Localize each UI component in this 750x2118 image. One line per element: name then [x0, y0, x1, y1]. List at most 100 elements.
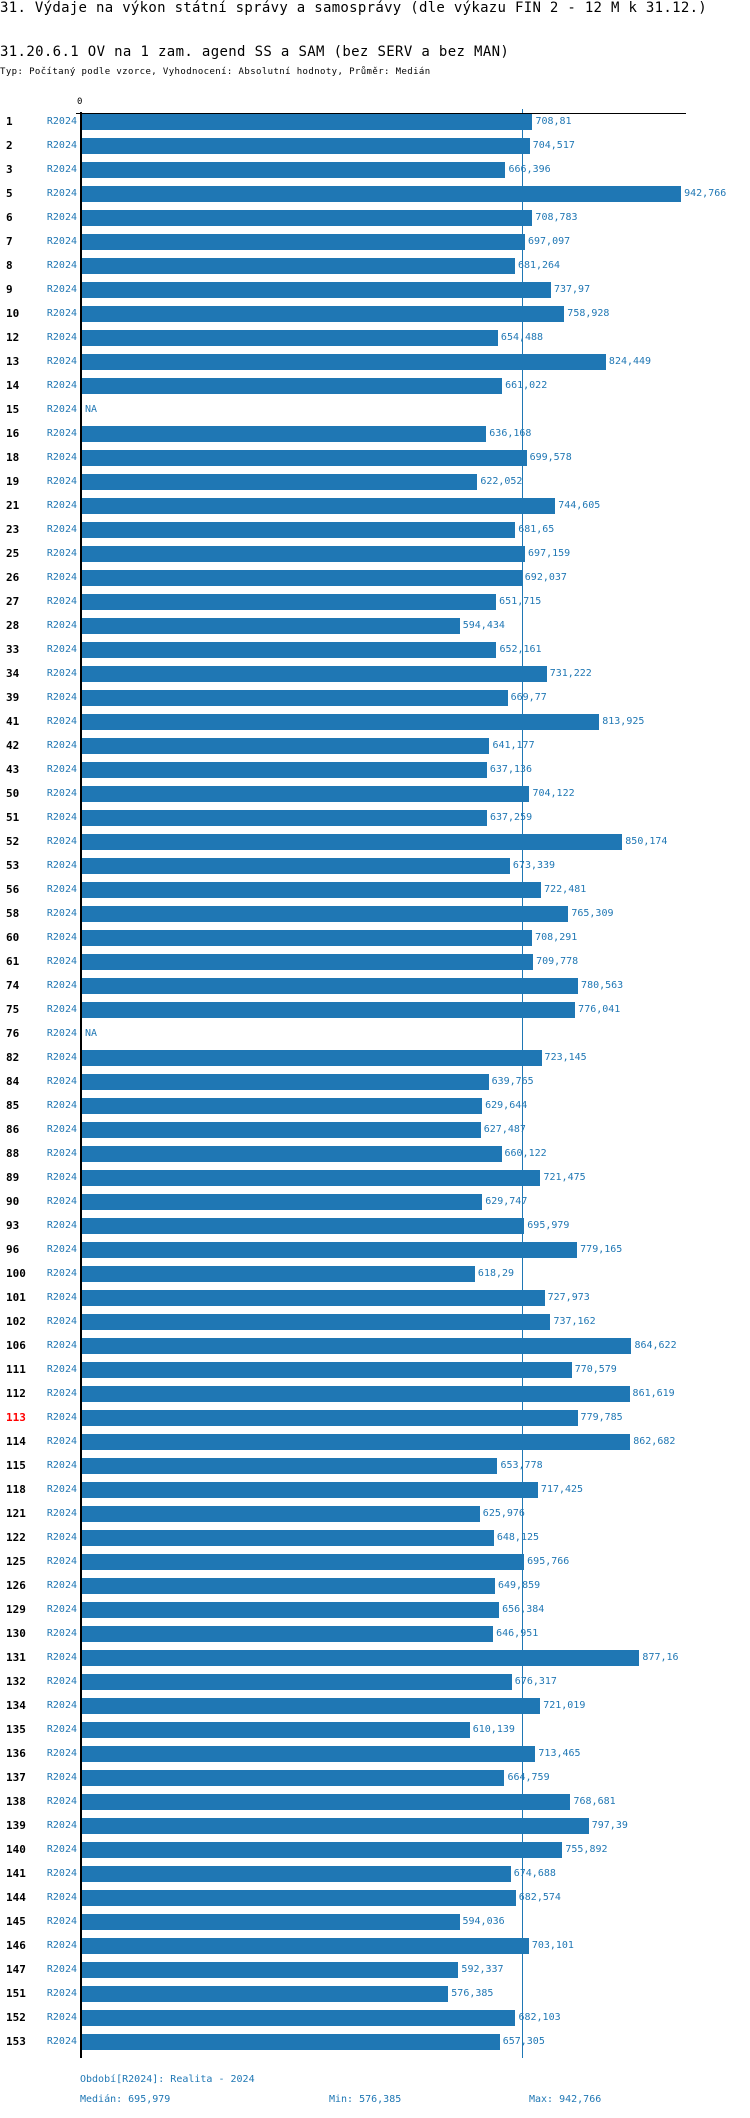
bar — [82, 1578, 495, 1594]
row-label: 76 — [6, 1027, 20, 1040]
row-period: R2024 — [46, 644, 77, 655]
value-label: NA — [85, 404, 98, 415]
row-period: R2024 — [46, 524, 77, 535]
bar — [82, 1266, 475, 1282]
row-label: 42 — [6, 739, 20, 752]
bar — [82, 354, 606, 370]
row-label: 61 — [6, 955, 20, 968]
row-label: 34 — [6, 667, 20, 680]
value-label: 697,159 — [528, 548, 571, 559]
row-label: 125 — [6, 1555, 26, 1568]
row-period: R2024 — [46, 1412, 77, 1423]
value-label: 625,976 — [482, 1508, 525, 1519]
row-period: R2024 — [46, 1628, 77, 1639]
value-label: 737,162 — [553, 1316, 596, 1327]
bar — [82, 1242, 578, 1258]
row-period: R2024 — [46, 884, 77, 895]
row-period: R2024 — [46, 908, 77, 919]
value-label: 682,103 — [518, 2012, 561, 2023]
bar — [82, 1050, 542, 1066]
value-label: 618,29 — [477, 1268, 515, 1279]
row-period: R2024 — [46, 1388, 77, 1399]
bar — [82, 2034, 500, 2050]
value-label: 676,317 — [514, 1676, 557, 1687]
value-label: 641,177 — [492, 740, 535, 751]
row-label: 139 — [6, 1819, 26, 1832]
value-label: 708,291 — [535, 932, 578, 943]
value-label: 674,688 — [513, 1868, 556, 1879]
row-period: R2024 — [46, 500, 77, 511]
bar — [82, 162, 506, 178]
value-label: 737,97 — [553, 284, 591, 295]
value-label: 713,465 — [538, 1748, 581, 1759]
row-period: R2024 — [46, 1556, 77, 1567]
row-period: R2024 — [46, 1004, 77, 1015]
bar — [82, 1314, 551, 1330]
row-label: 23 — [6, 523, 20, 536]
row-label: 112 — [6, 1387, 26, 1400]
value-label: 629,644 — [485, 1100, 528, 1111]
row-period: R2024 — [46, 452, 77, 463]
row-period: R2024 — [46, 1028, 77, 1039]
row-label: 114 — [6, 1435, 26, 1448]
bar — [82, 666, 547, 682]
bar — [82, 1386, 630, 1402]
bar — [82, 1146, 502, 1162]
value-label: 639,765 — [491, 1076, 534, 1087]
value-label: 744,605 — [558, 500, 601, 511]
row-label: 10 — [6, 307, 20, 320]
row-period: R2024 — [46, 212, 77, 223]
bar — [82, 474, 478, 490]
x-tick-zero: 0 — [77, 97, 83, 107]
row-label: 5 — [6, 187, 13, 200]
row-label: 111 — [6, 1363, 26, 1376]
bar — [82, 570, 522, 586]
row-label: 33 — [6, 643, 20, 656]
row-label: 145 — [6, 1915, 26, 1928]
row-label: 86 — [6, 1123, 20, 1136]
row-label: 122 — [6, 1531, 26, 1544]
bar — [82, 642, 497, 658]
bar — [82, 1530, 494, 1546]
row-label: 82 — [6, 1051, 20, 1064]
row-label: 118 — [6, 1483, 26, 1496]
row-label: 85 — [6, 1099, 20, 1112]
row-label: 134 — [6, 1699, 26, 1712]
bar — [82, 1698, 541, 1714]
row-label: 8 — [6, 259, 13, 272]
bar — [82, 306, 565, 322]
row-label: 26 — [6, 571, 20, 584]
row-label: 152 — [6, 2011, 26, 2024]
row-label: 75 — [6, 1003, 20, 1016]
bar — [82, 234, 525, 250]
bar — [82, 258, 515, 274]
value-label: 610,139 — [472, 1724, 515, 1735]
row-label: 28 — [6, 619, 20, 632]
row-label: 19 — [6, 475, 20, 488]
bar — [82, 1002, 576, 1018]
value-label: 727,973 — [547, 1292, 590, 1303]
row-period: R2024 — [46, 356, 77, 367]
bar — [82, 1746, 536, 1762]
value-label: 861,619 — [632, 1388, 675, 1399]
value-label: 695,979 — [527, 1220, 570, 1231]
value-label: 666,396 — [508, 164, 551, 175]
row-label: 13 — [6, 355, 20, 368]
row-label: 135 — [6, 1723, 26, 1736]
bar — [82, 1362, 572, 1378]
row-label: 129 — [6, 1603, 26, 1616]
bar — [82, 594, 497, 610]
value-label: 697,097 — [528, 236, 571, 247]
row-period: R2024 — [46, 572, 77, 583]
value-label: 708,81 — [535, 116, 572, 127]
bar — [82, 210, 533, 226]
row-label: 18 — [6, 451, 20, 464]
value-label: 622,052 — [480, 476, 523, 487]
row-label: 60 — [6, 931, 20, 944]
value-label: 721,475 — [543, 1172, 586, 1183]
bar — [82, 1098, 483, 1114]
row-period: R2024 — [46, 380, 77, 391]
value-label: 813,925 — [602, 716, 645, 727]
row-period: R2024 — [46, 764, 77, 775]
value-label: 877,16 — [642, 1652, 679, 1663]
